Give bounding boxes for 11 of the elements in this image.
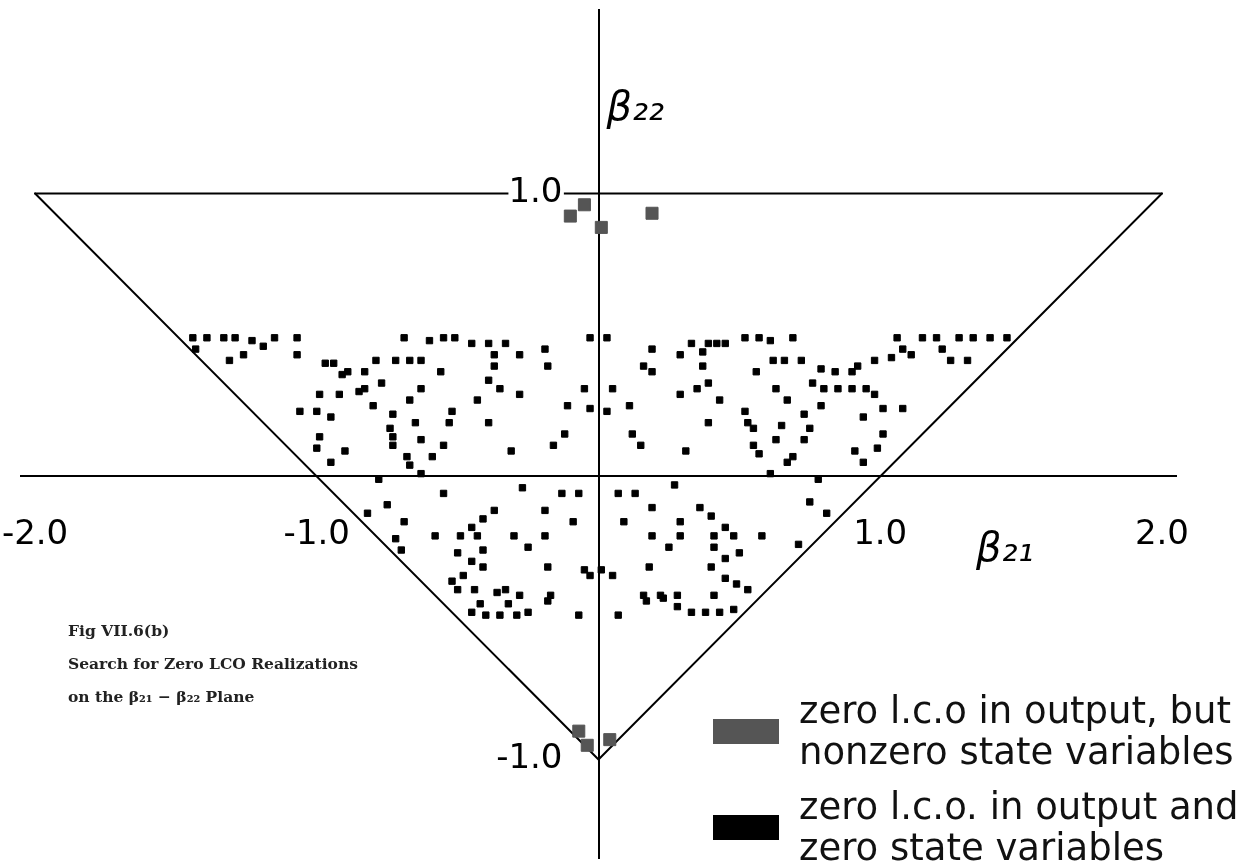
annotation: Fig VII.6(b) bbox=[68, 620, 171, 642]
annotation: Search for Zero LCO Realizations bbox=[68, 653, 358, 675]
x-tick-label: -2.0 bbox=[1, 512, 69, 553]
x-axis-title: β₂₁ bbox=[975, 523, 1034, 570]
annotation: on the β₂₁ − β₂₂ Plane bbox=[68, 686, 256, 708]
legend-label: zero l.c.o. in output and zero state variables bbox=[799, 785, 1240, 868]
y-axis-title: β₂₂ bbox=[605, 82, 665, 129]
x-tick-label: 2.0 bbox=[1134, 512, 1189, 553]
legend-label: zero l.c.o in output, but nonzero state variables bbox=[799, 689, 1235, 773]
x-tick-label: -1.0 bbox=[283, 512, 350, 553]
x-tick-label: 1.0 bbox=[853, 512, 908, 553]
